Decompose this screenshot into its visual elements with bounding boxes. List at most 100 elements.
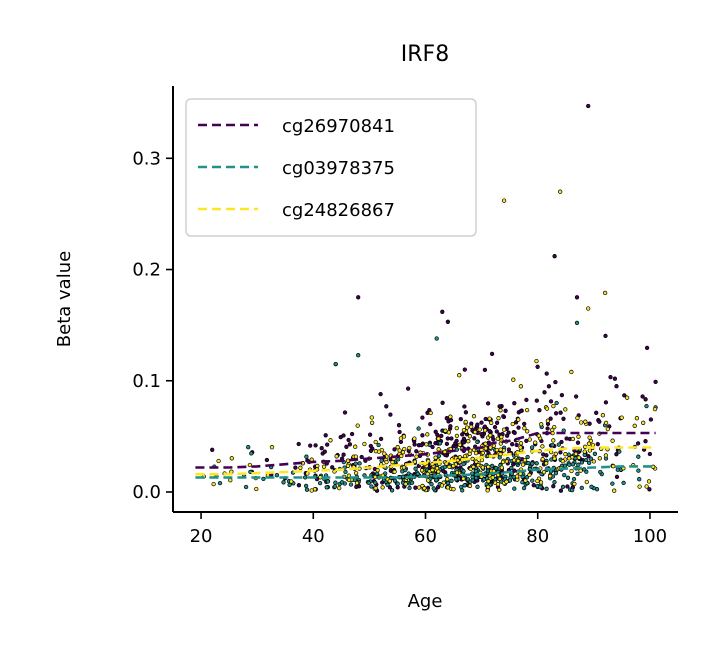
data-point xyxy=(486,479,491,484)
data-point xyxy=(304,454,309,459)
data-point xyxy=(480,450,486,456)
data-point xyxy=(461,469,466,474)
data-point xyxy=(334,454,339,459)
data-point xyxy=(539,422,544,427)
data-point xyxy=(535,364,540,369)
data-point xyxy=(647,451,653,457)
data-point xyxy=(480,465,485,470)
data-point xyxy=(501,427,507,432)
x-axis-label: Age xyxy=(408,591,443,612)
data-point xyxy=(339,480,345,485)
data-point xyxy=(482,424,488,429)
data-point xyxy=(385,482,390,487)
data-point xyxy=(458,416,463,422)
data-point xyxy=(612,376,618,381)
data-point xyxy=(479,420,484,425)
data-point xyxy=(369,420,375,425)
data-point xyxy=(269,445,275,450)
y-tick-label: 0.2 xyxy=(132,260,161,281)
data-point xyxy=(506,430,511,435)
data-point xyxy=(471,414,477,419)
trend-lines xyxy=(195,431,656,479)
data-point xyxy=(497,404,502,409)
data-point xyxy=(525,454,530,460)
data-point xyxy=(461,461,466,467)
data-point xyxy=(376,449,382,454)
trend-line-cg26970841 xyxy=(195,431,656,469)
data-point xyxy=(652,406,658,412)
data-point xyxy=(454,425,459,431)
data-point xyxy=(483,441,488,446)
x-tick-label: 20 xyxy=(190,526,213,547)
data-point xyxy=(467,483,473,488)
x-tick-label: 80 xyxy=(526,526,549,547)
data-point xyxy=(416,485,422,490)
data-point xyxy=(387,478,392,484)
data-point xyxy=(518,445,523,450)
data-point xyxy=(610,438,615,443)
data-point xyxy=(462,453,468,459)
data-point xyxy=(516,458,521,464)
data-point xyxy=(530,478,535,483)
data-point xyxy=(443,428,448,433)
data-point xyxy=(495,482,501,487)
data-point xyxy=(289,479,294,484)
data-point xyxy=(373,439,378,445)
data-point xyxy=(407,485,412,491)
data-point xyxy=(518,441,524,446)
data-point xyxy=(414,449,419,454)
data-point xyxy=(430,467,435,473)
data-point xyxy=(380,480,385,485)
data-point xyxy=(380,485,385,490)
data-point xyxy=(586,460,592,466)
data-point xyxy=(461,427,467,433)
data-point xyxy=(512,430,517,435)
data-point xyxy=(553,451,558,456)
data-point xyxy=(420,433,425,438)
data-point xyxy=(600,413,606,418)
data-point xyxy=(570,436,576,442)
data-point xyxy=(535,478,540,484)
data-point xyxy=(518,384,524,389)
data-point xyxy=(582,449,587,454)
data-point xyxy=(359,454,364,460)
data-point xyxy=(313,443,318,448)
data-point xyxy=(400,469,405,474)
data-point xyxy=(574,295,580,300)
data-point xyxy=(520,462,526,467)
data-point xyxy=(583,457,589,463)
data-point xyxy=(487,416,492,421)
data-point xyxy=(325,442,330,447)
data-point xyxy=(309,488,314,493)
data-point xyxy=(462,483,467,488)
data-point xyxy=(573,451,579,457)
data-point xyxy=(494,429,499,434)
data-point xyxy=(467,451,472,456)
data-point xyxy=(644,345,650,351)
trend-line-cg03978375 xyxy=(195,465,656,479)
data-point xyxy=(346,437,351,443)
data-point xyxy=(584,479,589,485)
data-point xyxy=(569,369,574,375)
data-point xyxy=(465,477,471,482)
data-point xyxy=(522,426,527,431)
data-point xyxy=(529,445,535,450)
data-point xyxy=(419,468,425,473)
data-point xyxy=(398,436,404,441)
data-point xyxy=(499,434,504,440)
data-point xyxy=(413,466,418,471)
data-point xyxy=(495,436,500,441)
data-point xyxy=(536,433,541,438)
data-point xyxy=(457,442,463,447)
data-point xyxy=(493,466,499,471)
data-point xyxy=(397,429,402,435)
data-point xyxy=(353,470,359,476)
data-point xyxy=(384,404,389,409)
data-point xyxy=(486,484,491,490)
data-point xyxy=(527,437,532,442)
data-point xyxy=(513,420,519,425)
legend-frame xyxy=(185,98,477,237)
data-point xyxy=(572,481,577,487)
data-point xyxy=(525,429,530,434)
data-point xyxy=(641,420,646,425)
